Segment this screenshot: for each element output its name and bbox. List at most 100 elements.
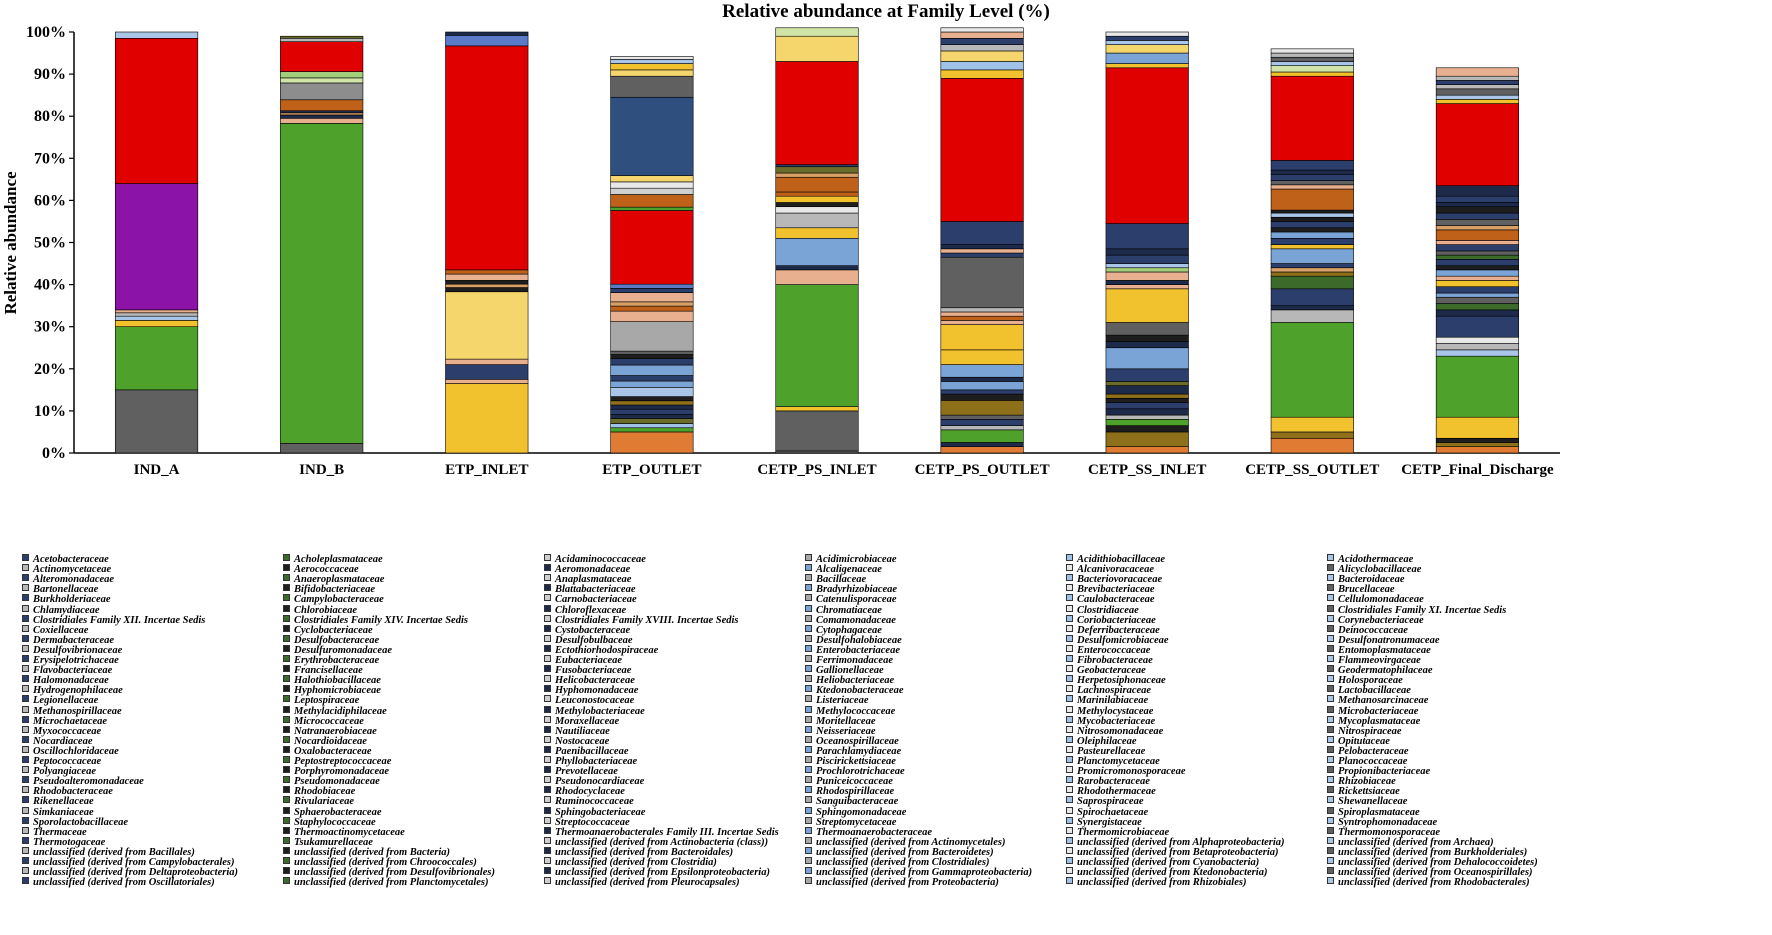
legend-swatch <box>22 867 29 875</box>
legend-swatch <box>1066 735 1073 743</box>
legend-label: Rhodospirillaceae <box>816 786 895 798</box>
legend-label: Ferrimonadaceae <box>816 655 893 666</box>
legend-label: Piscirickettsiaceae <box>816 756 896 767</box>
bar-segment <box>1435 259 1520 266</box>
legend-item: unclassified (derived from Bacteroidales… <box>544 846 733 858</box>
legend-item: Coriobacteriaceae <box>1066 614 1156 626</box>
legend-swatch <box>1327 725 1334 733</box>
legend-swatch <box>1066 614 1073 622</box>
legend-swatch <box>544 614 551 622</box>
legend-label: unclassified (derived from Actinomycetal… <box>816 836 1006 848</box>
bar-segment <box>1105 397 1189 403</box>
bar-segment <box>114 38 199 184</box>
legend-item: Streptomycetaceae <box>805 816 896 828</box>
legend-label: Alicyclobacillaceae <box>1338 564 1422 576</box>
legend-item: Neisseriaceae <box>805 725 875 737</box>
bar-segment <box>1270 71 1354 77</box>
bar-segment <box>445 31 529 36</box>
legend-label: Microbacteriaceae <box>1338 705 1419 717</box>
bar-segment <box>1105 347 1189 370</box>
bar-segment <box>940 44 1024 52</box>
legend-item: Rhodobiaceae <box>283 786 355 797</box>
bar-segment <box>1270 309 1354 323</box>
bar-segment <box>1105 381 1189 386</box>
legend-swatch <box>544 594 551 602</box>
legend-label: unclassified (derived from Ktedonobacter… <box>1077 867 1268 879</box>
bar-segment <box>610 292 694 303</box>
legend-label: Methanosarcinaceae <box>1338 695 1429 707</box>
legend-swatch <box>1327 766 1334 774</box>
bar-segment <box>1270 271 1354 277</box>
legend-swatch <box>283 614 290 622</box>
bar-segment <box>775 410 859 452</box>
legend-swatch <box>1066 675 1073 683</box>
y-tick-label: 50% <box>34 235 66 252</box>
bar-segment <box>940 419 1024 426</box>
legend-item: Corynebacteriaceae <box>1327 614 1424 626</box>
bar-segment <box>445 283 529 288</box>
bar-segment <box>114 389 199 454</box>
legend-swatch <box>1066 836 1073 844</box>
legend-item: Bacillaceae <box>805 574 866 585</box>
legend-swatch <box>1327 655 1334 662</box>
bar-segment <box>1105 67 1189 224</box>
legend-swatch <box>283 725 290 733</box>
legend-swatch <box>1327 745 1334 753</box>
legend-swatch <box>544 584 551 592</box>
legend-label: Clostridiales Family XIV. Incertae Sedis <box>294 614 468 626</box>
legend-item: Catenulisporaceae <box>805 594 897 605</box>
bar-segment <box>1105 414 1189 420</box>
bar-segment <box>445 280 529 285</box>
legend-label: Peptostreptococcaceae <box>294 756 392 767</box>
legend-item: Burkholderiaceae <box>22 594 111 605</box>
legend-swatch <box>283 594 290 602</box>
bar-segment <box>940 315 1024 321</box>
legend-item: Ktedonobacteraceae <box>805 685 903 696</box>
legend-swatch <box>544 574 551 582</box>
legend-item: Lachnospiraceae <box>1066 685 1151 696</box>
y-tick-label: 80% <box>34 108 66 125</box>
legend-swatch <box>283 877 290 885</box>
bar-segment <box>1105 393 1189 399</box>
bar-segment <box>1435 296 1520 304</box>
legend-item: unclassified (derived from Cyanobacteria… <box>1066 857 1259 868</box>
bar-segment <box>940 221 1024 245</box>
bar-segment <box>1435 94 1520 100</box>
legend-item: Pseudoalteromonadaceae <box>22 776 144 787</box>
bar-segment <box>1270 56 1354 62</box>
bar-stack <box>280 35 364 454</box>
legend-label: Nautiliaceae <box>555 725 610 737</box>
bar-segment <box>610 96 694 176</box>
legend-item: Piscirickettsiaceae <box>805 756 896 767</box>
legend-item: Thermoanaerobacteraceae <box>805 826 932 838</box>
bar-segment <box>940 446 1024 454</box>
legend-label: Carnobacteriaceae <box>555 594 637 606</box>
legend-item: Bifidobacteriaceae <box>283 584 375 595</box>
legend-swatch <box>22 846 29 854</box>
legend-item: Lactobacillaceae <box>1327 685 1411 696</box>
bar-segment <box>445 287 529 293</box>
bar-segment <box>1270 221 1354 229</box>
legend-swatch <box>805 554 812 561</box>
legend-label: Aerococcaceae <box>294 564 359 576</box>
legend-label: Methylocystaceae <box>1077 705 1154 717</box>
y-tick-label: 70% <box>34 150 66 167</box>
legend-swatch <box>283 675 290 683</box>
legend-swatch <box>1066 745 1073 753</box>
legend-swatch <box>1327 705 1334 713</box>
legend-label: Thermomicrobiaceae <box>1077 826 1170 838</box>
legend-item: Planococcaceae <box>1327 756 1407 767</box>
legend-label: Ectothiorhodospiraceae <box>555 644 659 656</box>
legend-label: unclassified (derived from Gammaproteoba… <box>816 867 1033 879</box>
legend-item: Acidaminococcaceae <box>544 554 646 565</box>
legend-label: Bifidobacteriaceae <box>294 584 376 596</box>
legend-swatch <box>283 715 290 723</box>
legend-label: Puniceicoccaceae <box>816 776 893 788</box>
bar-segment <box>610 354 694 359</box>
legend-swatch <box>805 867 812 875</box>
legend-swatch <box>22 786 29 794</box>
bar-segment <box>610 288 694 293</box>
legend-swatch <box>1066 816 1073 824</box>
bar-segment <box>940 324 1024 351</box>
legend-label: Chromatiaceae <box>816 604 882 616</box>
